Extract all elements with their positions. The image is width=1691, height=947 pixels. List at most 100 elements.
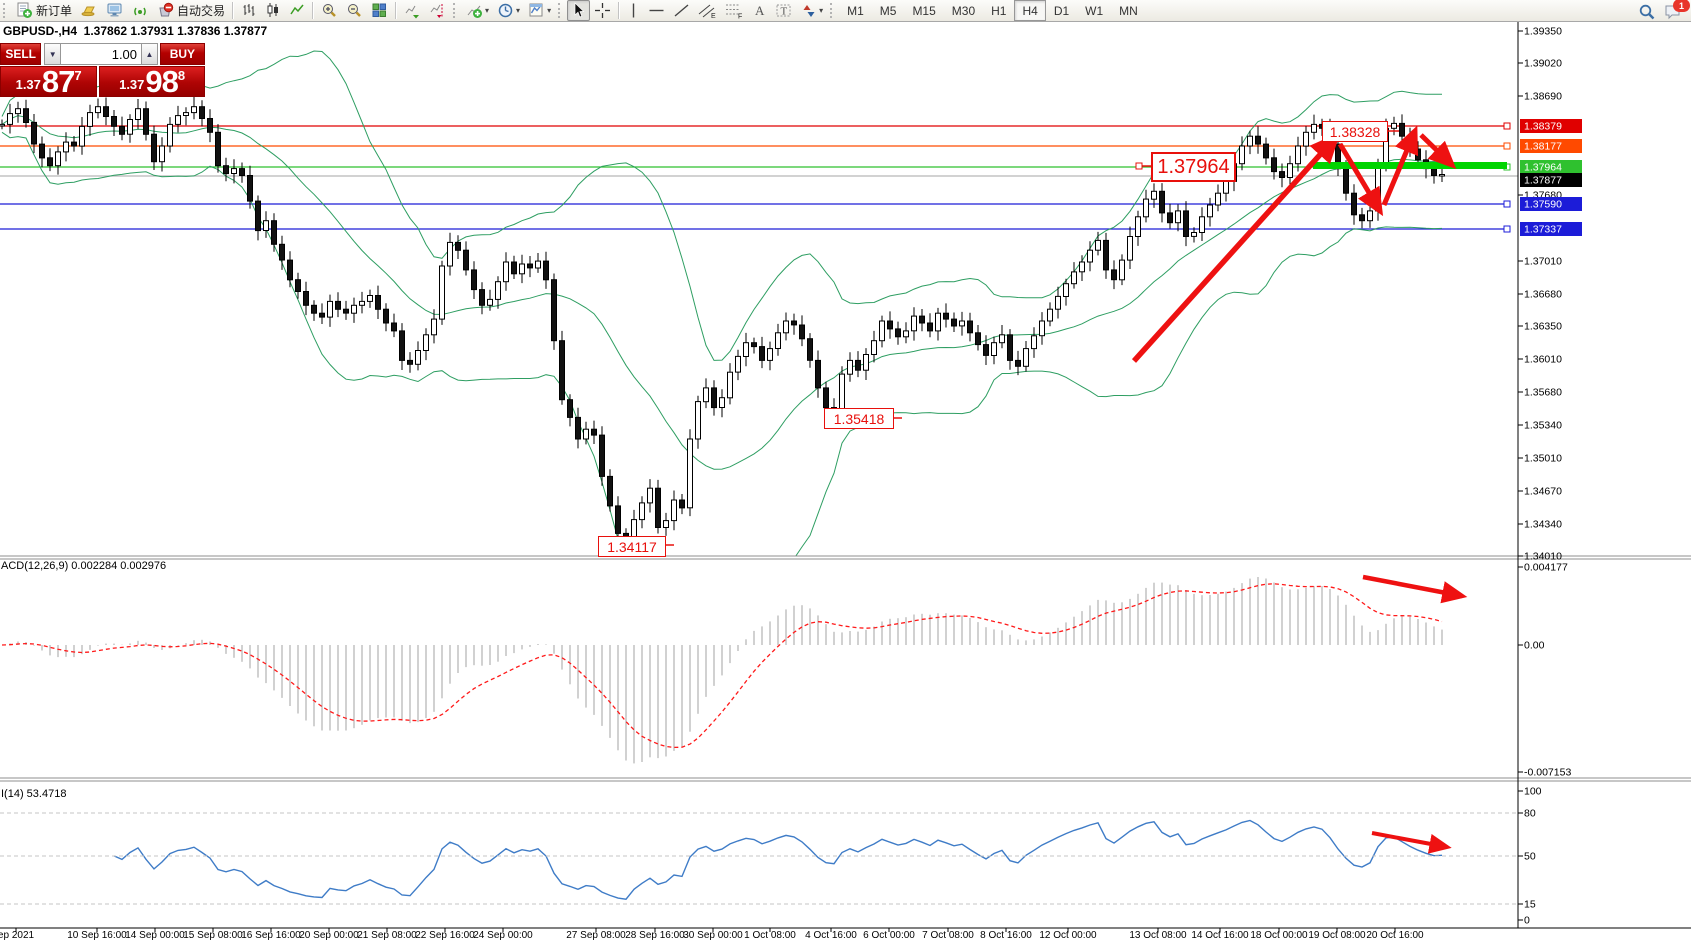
- autotrade-icon: [159, 2, 174, 17]
- trend-arrow-5[interactable]: [1362, 574, 1468, 604]
- gold-ingot-icon: [81, 6, 95, 17]
- candlestick-chart-button[interactable]: [261, 0, 285, 21]
- time-axis-label: 19 Oct 08:00: [1308, 930, 1366, 941]
- toolbar-right-cluster: 1: [1634, 0, 1690, 22]
- axis-badge-1.38177: [1520, 139, 1582, 153]
- svg-text:1.36010: 1.36010: [1524, 354, 1562, 366]
- trend-arrow-2[interactable]: [1337, 142, 1384, 217]
- notification-badge: 1: [1673, 0, 1690, 12]
- tile-windows-button[interactable]: [367, 0, 392, 21]
- svg-text:1.34010: 1.34010: [1524, 551, 1562, 563]
- time-axis-label: 8 Oct 16:00: [980, 930, 1032, 941]
- auto-trading-button[interactable]: 自动交易: [153, 0, 229, 21]
- zoom-in-button[interactable]: [317, 0, 342, 21]
- virtual-hosting-button[interactable]: [102, 0, 128, 21]
- cursor-button[interactable]: [567, 0, 591, 21]
- signals-button[interactable]: [128, 0, 153, 21]
- chart-objects[interactable]: [664, 125, 1507, 854]
- timeframe-m15-button[interactable]: M15: [912, 3, 936, 18]
- time-axis-label: 24 Sep 00:00: [473, 930, 533, 941]
- trendline-button[interactable]: [669, 0, 694, 21]
- chart-shift-button[interactable]: [425, 0, 450, 21]
- timeframe-m5-button[interactable]: M5: [879, 3, 897, 18]
- sell-button[interactable]: SELL: [0, 43, 42, 65]
- toolbar-drag-handle: [830, 3, 835, 18]
- terminal-icon: [107, 3, 122, 17]
- horizontal-line-button[interactable]: [644, 0, 669, 21]
- cursor-icon: [574, 2, 585, 18]
- timeframe-m30-button[interactable]: M30: [951, 3, 976, 18]
- fibonacci-button[interactable]: F: [721, 0, 748, 21]
- notifications-button[interactable]: 1: [1660, 0, 1690, 22]
- bar-chart-button[interactable]: [237, 0, 261, 21]
- arrows-button[interactable]: ▾: [797, 0, 827, 21]
- toolbar: 新订单 自动交易 ▾ ▾ ▾ E F A T ▾ M1 M5 M15 M30 H1 H4 D1 W1 MN 1: [0, 0, 1691, 22]
- zoom-out-button[interactable]: [342, 0, 367, 21]
- trend-arrow-3[interactable]: [1381, 125, 1419, 206]
- timeframe-h1-button[interactable]: H1: [991, 3, 1007, 18]
- volume-input[interactable]: [61, 43, 142, 65]
- zoom-in-icon: [323, 4, 336, 17]
- templates-button[interactable]: ▾: [524, 0, 555, 21]
- svg-text:1.38177: 1.38177: [1524, 141, 1562, 153]
- bid-point-digit: 7: [74, 68, 82, 83]
- ask-quote[interactable]: 1.37 98 8: [99, 66, 205, 97]
- macd-indicator-label: ACD(12,26,9) 0.002284 0.002976: [1, 560, 167, 572]
- flag-1-35418[interactable]: 1.35418: [824, 408, 894, 429]
- trend-arrow-4[interactable]: [1419, 133, 1457, 170]
- line-anchor-marker[interactable]: [1503, 225, 1511, 233]
- ask-point-digit: 8: [177, 68, 186, 83]
- vertical-line-button[interactable]: [623, 0, 644, 21]
- green-highlight-band[interactable]: [1313, 162, 1507, 169]
- main-chart-pane[interactable]: [0, 50, 1518, 633]
- new-order-button-label: 新订单: [36, 4, 73, 18]
- indicators-button[interactable]: ▾: [462, 0, 493, 21]
- volume-decrease-button[interactable]: ▼: [44, 43, 62, 65]
- timeframe-m1-button[interactable]: M1: [847, 3, 864, 18]
- volume-increase-button[interactable]: ▲: [141, 43, 158, 65]
- line-anchor-marker[interactable]: [1503, 122, 1511, 130]
- line-chart-button[interactable]: [285, 0, 309, 21]
- text-label-button[interactable]: T: [771, 0, 797, 21]
- market-button[interactable]: [76, 0, 102, 21]
- flag-1-38328[interactable]: 1.38328: [1322, 121, 1388, 142]
- svg-text:T: T: [781, 6, 788, 18]
- rsi-indicator-label: I(14) 53.4718: [1, 788, 67, 800]
- auto-scroll-button[interactable]: [400, 0, 425, 21]
- line-anchor-marker[interactable]: [1503, 200, 1511, 208]
- rsi-pane[interactable]: [113, 819, 1443, 900]
- timeframe-w1-button[interactable]: W1: [1085, 3, 1104, 18]
- chart-title: GBPUSD-,H4 1.37862 1.37931 1.37836 1.378…: [3, 24, 268, 38]
- new-order-button[interactable]: 新订单: [12, 0, 76, 21]
- buy-button[interactable]: BUY: [159, 43, 205, 65]
- toolbar-separator: [232, 2, 235, 19]
- macd-pane[interactable]: [1, 577, 1443, 764]
- line-anchor-marker[interactable]: [1503, 142, 1511, 150]
- timeframe-d1-button[interactable]: D1: [1053, 3, 1070, 18]
- time-axis-label: 18 Oct 00:00: [1250, 930, 1308, 941]
- equidistant-channel-button[interactable]: E: [694, 0, 721, 21]
- svg-text:1.37877: 1.37877: [1524, 175, 1562, 187]
- trend-arrow-6[interactable]: [1371, 831, 1452, 854]
- auto-scroll-icon: [405, 5, 420, 19]
- svg-text:50: 50: [1524, 851, 1536, 863]
- flag-1-34117[interactable]: 1.34117: [598, 536, 666, 557]
- timeframe-mn-button[interactable]: MN: [1119, 3, 1138, 18]
- bid-quote[interactable]: 1.37 87 7: [0, 66, 98, 97]
- periods-button[interactable]: ▾: [493, 0, 524, 21]
- text-button[interactable]: A: [748, 0, 771, 21]
- trend-arrow-1[interactable]: [1131, 132, 1341, 363]
- bar-chart-icon: [243, 4, 255, 16]
- crosshair-button[interactable]: [590, 0, 615, 21]
- chevron-down-icon: ▾: [516, 6, 521, 15]
- vline-icon: [632, 3, 635, 18]
- svg-text:1.34670: 1.34670: [1524, 486, 1562, 498]
- bollinger-band-lower: [1, 131, 1443, 556]
- timeframe-h4-button[interactable]: H4: [1014, 0, 1046, 21]
- flag-1-37964[interactable]: 1.37964: [1151, 152, 1236, 182]
- chevron-down-icon: ▾: [547, 6, 552, 15]
- search-button[interactable]: [1634, 1, 1660, 22]
- time-axis-label: 12 Oct 00:00: [1039, 930, 1097, 941]
- text-label-icon: T: [776, 4, 791, 18]
